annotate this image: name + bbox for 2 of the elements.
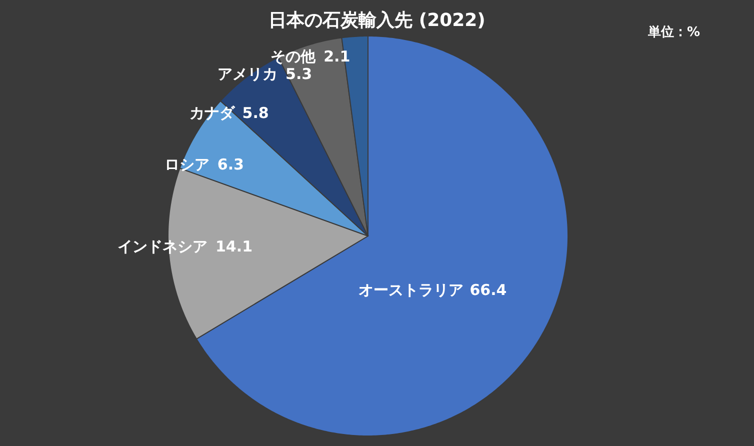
chart-title: 日本の石炭輸入先 (2022) [268,10,486,31]
text: 単位：% [646,25,700,40]
